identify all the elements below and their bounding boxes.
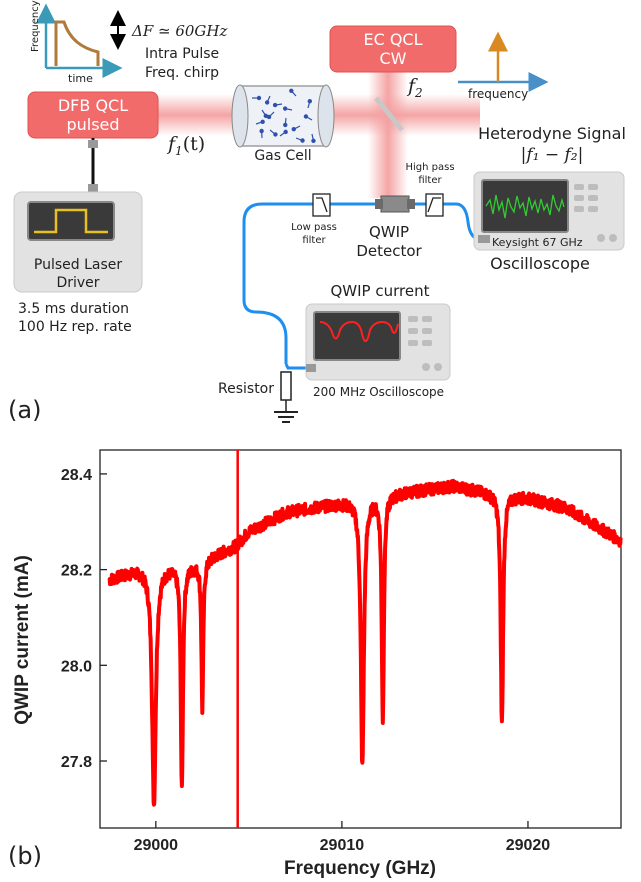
frequency-inset: frequency [458,31,549,101]
f2-label: f2 [406,75,423,100]
resistor-symbol [274,371,298,423]
gas-cell: Gas Cell [231,84,335,164]
qwip-current-title: QWIP current [331,282,430,300]
driver-spec1: 3.5 ms duration [18,301,129,317]
oscilloscope-67ghz: Keysight 67 GHz [473,171,625,251]
y-tick-label: 28.0 [61,658,92,675]
dfb-qcl-box: DFB QCL pulsed [27,91,159,139]
osc1-label: Oscilloscope [490,254,590,273]
trace-line [107,478,623,807]
chirp-inset: Frequency time [30,0,123,85]
resistor-label: Resistor [218,381,274,397]
highpass-2: filter [418,175,442,186]
osc1-name: Keysight 67 GHz [492,236,583,249]
lowpass-2: filter [302,235,326,246]
connector-top [88,140,98,148]
pulse-shape [34,208,108,234]
panel-label-b: (b) [8,842,42,870]
y-tick-label: 27.8 [61,754,92,771]
osc2-name: 200 MHz Oscilloscope [313,385,444,399]
dfb-line1: DFB QCL [58,96,128,115]
driver-line2: Driver [56,275,99,291]
heterodyne-trace [485,194,565,219]
highpass-1: High pass [405,162,454,173]
driver-spec2: 100 Hz rep. rate [18,319,132,335]
detector-line1: QWIP [369,223,409,241]
beam-splitter [374,96,404,132]
low-pass-filter: Low pass filter [291,193,337,246]
cable-to-osc2 [284,363,308,370]
chirp-x-label: time [68,72,93,85]
panel-label-a: (a) [8,396,41,424]
pulsed-laser-driver: Pulsed Laser Driver [13,191,143,293]
freq-inset-label: frequency [468,87,528,101]
delta-f-label: ΔF ≃ 60GHz [131,22,227,40]
qwip-trace [107,450,623,828]
y-tick-label: 28.2 [61,563,92,580]
x-tick-label: 29010 [320,837,365,854]
cable-to-osc1 [410,202,483,242]
gas-cell-label: Gas Cell [254,148,311,164]
dfb-line2: pulsed [66,115,119,134]
y-tick-label: 28.4 [61,467,92,484]
ec-qcl-box: EC QCL CW [329,25,457,73]
connector-bottom [88,184,98,192]
oscilloscope-200mhz [305,303,451,381]
y-axis-ticks: 27.8 28.0 28.2 28.4 [61,467,107,771]
chirp-y-label: Frequency [30,0,41,52]
x-axis-label: Frequency (GHz) [284,858,436,879]
lowpass-1: Low pass [291,222,337,233]
high-pass-filter: High pass filter [405,162,455,217]
ec-line1: EC QCL [363,30,422,49]
heterodyne-title: Heterodyne Signal [478,124,626,143]
qwip-mini-trace [319,320,399,342]
f1-label: f1(t) [166,133,205,158]
cable-main [242,202,380,364]
x-tick-label: 29000 [134,837,179,854]
plot-frame [99,449,622,829]
x-axis-ticks: 29000 29010 29020 [134,821,551,854]
qwip-detector: QWIP Detector [356,195,423,260]
chirp-caption-1: Intra Pulse [145,46,219,62]
driver-line1: Pulsed Laser [34,257,122,273]
detector-line2: Detector [356,242,422,260]
x-tick-label: 29020 [506,837,551,854]
chirp-caption-2: Freq. chirp [145,65,219,81]
chart-panel: 27.8 28.0 28.2 28.4 29000 29010 29020 QWIP cu… [12,449,623,879]
y-axis-label: QWIP current (mA) [12,555,33,725]
heterodyne-formula: |f₁ − f₂| [521,145,584,165]
ec-line2: CW [380,49,407,68]
